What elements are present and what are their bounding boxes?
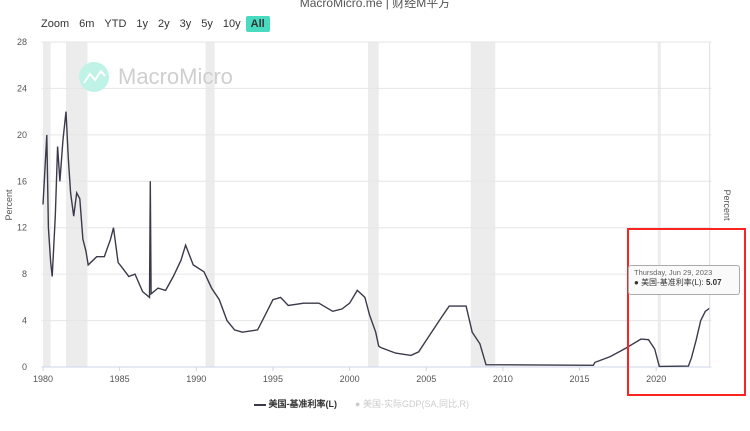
tooltip-value: 5.07 <box>705 278 722 287</box>
legend-label: 美国-基准利率(L) <box>268 399 338 409</box>
y-axis-label: Percent <box>4 189 14 221</box>
legend-circle-icon: ● <box>355 399 361 409</box>
legend: 美国-基准利率(L) ● 美国-实际GDP(SA,同比,R) <box>254 397 469 410</box>
recession-band <box>367 42 379 367</box>
watermark-text: MacroMicro <box>118 64 233 89</box>
x-tick-label: 1995 <box>263 374 283 384</box>
range-2y[interactable]: 2y <box>158 18 170 30</box>
tooltip-bullet: ● <box>634 278 642 287</box>
y-tick-label: 12 <box>17 223 27 233</box>
x-tick-label: 1990 <box>186 374 206 384</box>
tooltip: Thursday, Jun 29, 2023 ● 美国-基准利率(L): 5.0… <box>628 265 740 295</box>
y-tick-label: 20 <box>17 130 27 140</box>
y-tick-label: 28 <box>17 37 27 47</box>
recession-band <box>43 42 51 367</box>
recession-band <box>657 42 661 367</box>
x-tick-label: 2020 <box>646 374 666 384</box>
watermark-logo: MacroMicro <box>79 62 233 92</box>
legend-item-fed-rate[interactable]: 美国-基准利率(L) <box>254 397 337 410</box>
recession-band <box>205 42 215 367</box>
x-tick-label: 2005 <box>416 374 436 384</box>
y-tick-label: 16 <box>17 176 27 186</box>
range-ytd[interactable]: YTD <box>104 18 127 30</box>
y-tick-label: 4 <box>22 316 27 326</box>
range-3y[interactable]: 3y <box>179 18 192 30</box>
legend-label: 美国-实际GDP(SA,同比,R) <box>362 399 469 409</box>
y-tick-label: 8 <box>22 269 27 279</box>
recession-band <box>470 42 496 367</box>
highlight-box <box>627 228 746 396</box>
chart-source-title: MacroMicro.me | 财经M平方 <box>299 0 451 10</box>
range-selector: Zoom 6m YTD 1y 2y 3y 5y 10y All <box>36 16 270 32</box>
legend-item-gdp[interactable]: ● 美国-实际GDP(SA,同比,R) <box>355 397 469 410</box>
tooltip-series: 美国-基准利率(L) <box>641 278 702 287</box>
x-tick-label: 2000 <box>340 374 360 384</box>
recession-band <box>65 42 88 367</box>
series-line-fed-rate <box>42 111 711 368</box>
range-10y[interactable]: 10y <box>222 18 241 30</box>
y-tick-label: 0 <box>22 362 27 372</box>
range-6m[interactable]: 6m <box>79 18 95 30</box>
tooltip-date: Thursday, Jun 29, 2023 <box>634 268 713 277</box>
range-all[interactable]: All <box>245 16 270 32</box>
legend-line-icon <box>254 403 266 406</box>
zoom-label: Zoom <box>41 18 70 30</box>
y2-axis-label: Percent <box>722 189 732 221</box>
range-5y[interactable]: 5y <box>201 18 213 30</box>
x-tick-label: 2010 <box>493 374 513 384</box>
x-tick-label: 2015 <box>570 374 590 384</box>
x-tick-label: 1985 <box>110 374 130 384</box>
range-1y[interactable]: 1y <box>136 18 149 30</box>
y-tick-label: 24 <box>17 83 27 93</box>
x-tick-label: 1980 <box>33 374 53 384</box>
